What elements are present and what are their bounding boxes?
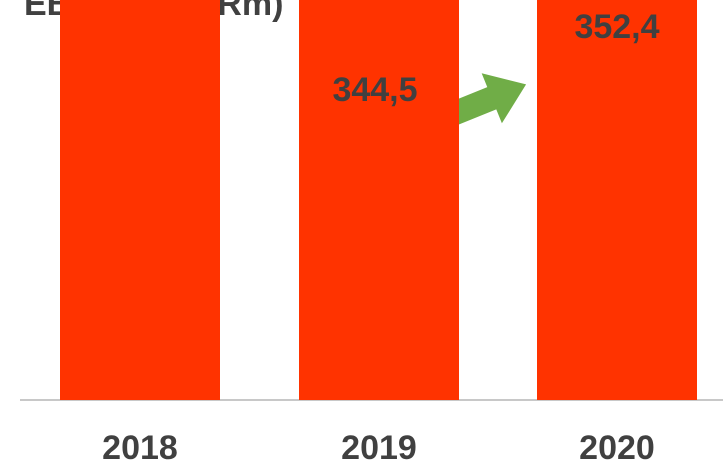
total-label: 344,5	[332, 71, 417, 109]
x-tick-label: 2019	[341, 429, 417, 467]
x-tick-label: 2020	[579, 429, 655, 467]
bar	[299, 0, 459, 400]
bar	[60, 0, 220, 400]
bar	[537, 0, 697, 400]
total-label: 352,4	[574, 8, 659, 46]
x-tick-label: 2018	[102, 429, 178, 467]
